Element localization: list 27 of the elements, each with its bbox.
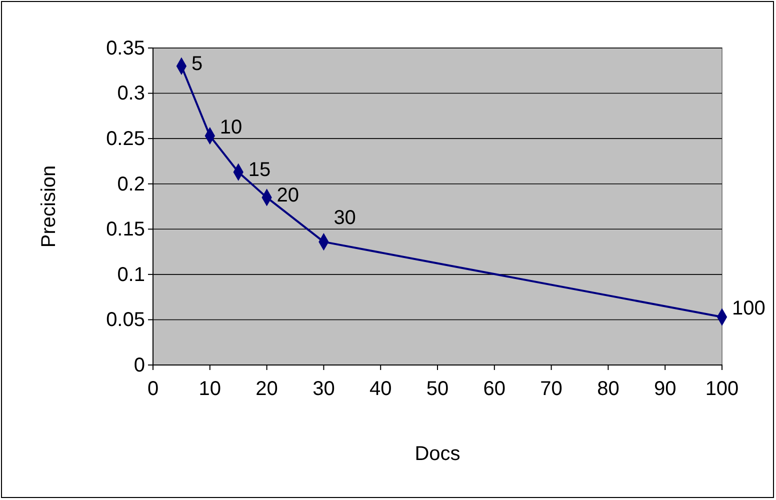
y-tick-label: 0.35 — [106, 37, 145, 60]
x-tick-label: 0 — [147, 378, 159, 400]
y-tick-label: 0.2 — [117, 173, 145, 196]
x-tick-label: 50 — [426, 378, 449, 400]
x-tick-label: 100 — [705, 378, 739, 400]
y-tick-label: 0.15 — [106, 218, 145, 241]
y-tick-label: 0.1 — [117, 264, 145, 286]
y-tick-label: 0.3 — [117, 82, 145, 105]
x-tick-label: 80 — [597, 378, 620, 400]
annotation: 20 — [276, 184, 300, 206]
x-tick-label: 40 — [369, 378, 392, 400]
y-tick-label: 0.05 — [106, 309, 145, 332]
x-tick-label: 10 — [198, 378, 222, 400]
x-tick-label: 90 — [654, 378, 676, 400]
annotation: 5 — [191, 53, 203, 76]
x-tick-label: 30 — [312, 378, 335, 400]
y-axis-title: Precision — [38, 165, 60, 248]
annotation: 30 — [334, 207, 356, 230]
annotation: 100 — [732, 298, 766, 320]
x-axis-title: Docs — [414, 443, 460, 465]
x-tick-label: 70 — [540, 378, 562, 400]
y-tick-label: 0.25 — [106, 128, 145, 150]
x-tick-label: 60 — [483, 378, 506, 400]
x-tick-label: 20 — [256, 378, 278, 400]
annotation: 15 — [248, 159, 271, 182]
y-tick-label: 0 — [134, 354, 145, 376]
annotation: 10 — [220, 116, 242, 139]
